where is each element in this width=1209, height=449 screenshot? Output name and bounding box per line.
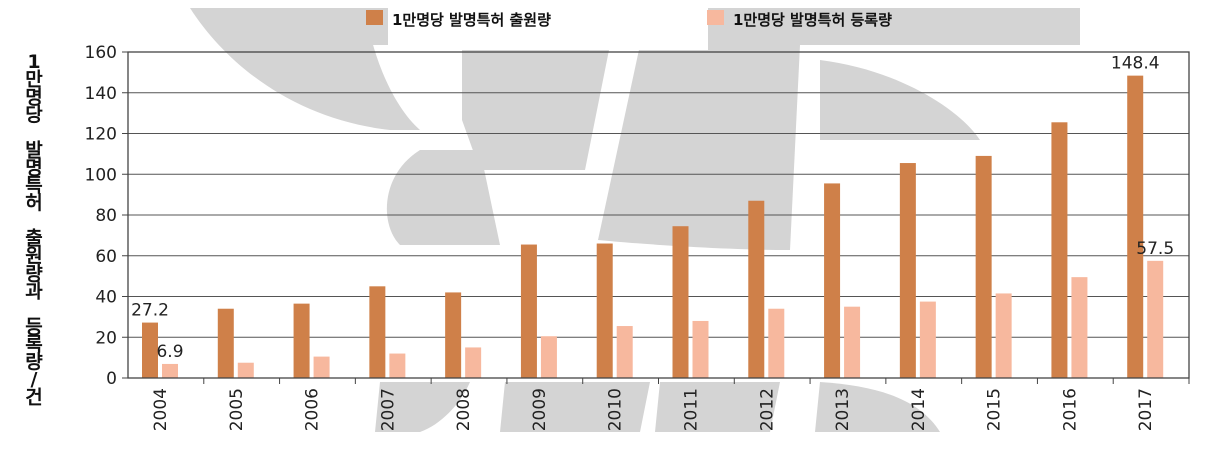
- y-tick-label: 140: [85, 84, 117, 104]
- y-axis-title-char: 등: [25, 316, 42, 338]
- bar-applications-2009: [520, 244, 537, 378]
- y-axis-title-char: 출: [25, 228, 42, 250]
- x-tick-label: 2012: [757, 388, 777, 431]
- bar-grants-2012: [768, 308, 785, 378]
- bar-applications-2007: [369, 286, 386, 378]
- bar-grants-2014: [919, 301, 936, 378]
- x-tick-label: 2013: [833, 388, 853, 431]
- data-labels: 27.2 6.9 148.4 57.5: [131, 54, 1174, 362]
- x-tick-label: 2015: [985, 388, 1005, 431]
- bar-grants-2005: [237, 362, 254, 378]
- bar-applications-2017: [1127, 75, 1144, 378]
- y-axis-title-char: 명: [25, 157, 42, 179]
- bar-applications-2004: [142, 322, 158, 378]
- x-tick-label: 2007: [378, 388, 398, 431]
- x-tick-label: 2011: [682, 388, 702, 431]
- bar-grants-2004: [162, 363, 178, 378]
- y-tick-label: 20: [95, 328, 117, 348]
- y-tick-label: 80: [95, 206, 117, 226]
- x-tick-label: 2008: [454, 388, 474, 431]
- x-tick-label: 2016: [1060, 388, 1080, 431]
- bar-grants-2013: [844, 306, 861, 378]
- x-tick-label: 2005: [227, 388, 247, 431]
- bar-grants-2017: [1147, 260, 1164, 378]
- y-axis-title-char: 허: [25, 192, 42, 214]
- legend-swatch-grants: [707, 10, 724, 25]
- bar-grants-2006: [313, 356, 330, 378]
- watermark-logo: [190, 8, 1080, 432]
- y-tick-label: 100: [85, 165, 117, 185]
- bar-applications-2010: [596, 243, 613, 378]
- x-tick-label: 2006: [303, 388, 323, 431]
- y-tick-labels: 0 20 40 60 80 100 120 140 160: [85, 43, 128, 389]
- y-tick-label: 120: [85, 125, 117, 145]
- bars: [142, 75, 1164, 378]
- legend-swatch-applications: [366, 10, 383, 25]
- y-axis-title-char: 발: [25, 139, 43, 161]
- bar-grants-2007: [389, 353, 406, 378]
- bar-applications-2008: [445, 292, 462, 378]
- data-label: 57.5: [1136, 239, 1174, 259]
- x-tick-labels: 2004 2005 2006 2007 2008 2009 2010 2011 2012 2013…: [151, 378, 1190, 431]
- bar-applications-2006: [293, 303, 310, 378]
- x-tick-label: 2009: [530, 388, 550, 431]
- bar-grants-2010: [616, 326, 633, 378]
- y-axis-title-char: 만: [25, 69, 43, 91]
- y-tick-label: 60: [95, 247, 117, 267]
- y-axis-title-char: 량: [25, 351, 43, 373]
- data-label: 148.4: [1111, 54, 1160, 74]
- y-axis-title-char: 록: [25, 333, 42, 355]
- bar-grants-2015: [995, 293, 1012, 378]
- y-tick-label: 160: [85, 43, 117, 63]
- y-axis-title-char: 량: [25, 263, 43, 285]
- bar-grants-2008: [465, 347, 482, 378]
- x-tick-label: 2010: [606, 388, 626, 431]
- x-tick-label: 2004: [151, 388, 171, 431]
- y-tick-label: 0: [106, 369, 117, 389]
- legend-label-grants: 1만명당 발명특허 등록량: [733, 11, 892, 29]
- plot-frame: [127, 51, 1190, 379]
- bar-grants-2011: [692, 320, 709, 378]
- legend: 1만명당 발명특허 출원량 1만명당 발명특허 등록량: [366, 0, 892, 50]
- y-axis-title-char: /: [31, 369, 38, 391]
- bar-applications-2011: [672, 226, 689, 378]
- bar-applications-2012: [748, 200, 765, 378]
- y-axis-title-char: 과: [25, 280, 43, 302]
- bar-applications-2015: [975, 155, 992, 378]
- bar-applications-2013: [824, 183, 841, 378]
- y-axis-title-char: 원: [25, 245, 42, 267]
- y-axis-title-char: 특: [25, 175, 42, 197]
- y-axis-title-char: 당: [25, 104, 43, 126]
- y-axis-title-char: 명: [25, 86, 42, 108]
- legend-background: [388, 0, 708, 50]
- bar-applications-2016: [1051, 122, 1068, 378]
- y-axis-title-char: 건: [25, 386, 42, 408]
- x-tick-label: 2014: [909, 388, 929, 431]
- y-axis-title-char: 1: [27, 51, 40, 73]
- bar-applications-2014: [899, 163, 916, 378]
- bar-grants-2016: [1071, 277, 1088, 378]
- bar-applications-2005: [217, 308, 234, 378]
- bar-grants-2009: [540, 336, 557, 378]
- y-tick-label: 40: [95, 288, 117, 308]
- data-label: 6.9: [156, 342, 183, 362]
- data-label: 27.2: [131, 301, 169, 321]
- legend-label-applications: 1만명당 발명특허 출원량: [392, 11, 551, 29]
- x-tick-label: 2017: [1136, 388, 1156, 431]
